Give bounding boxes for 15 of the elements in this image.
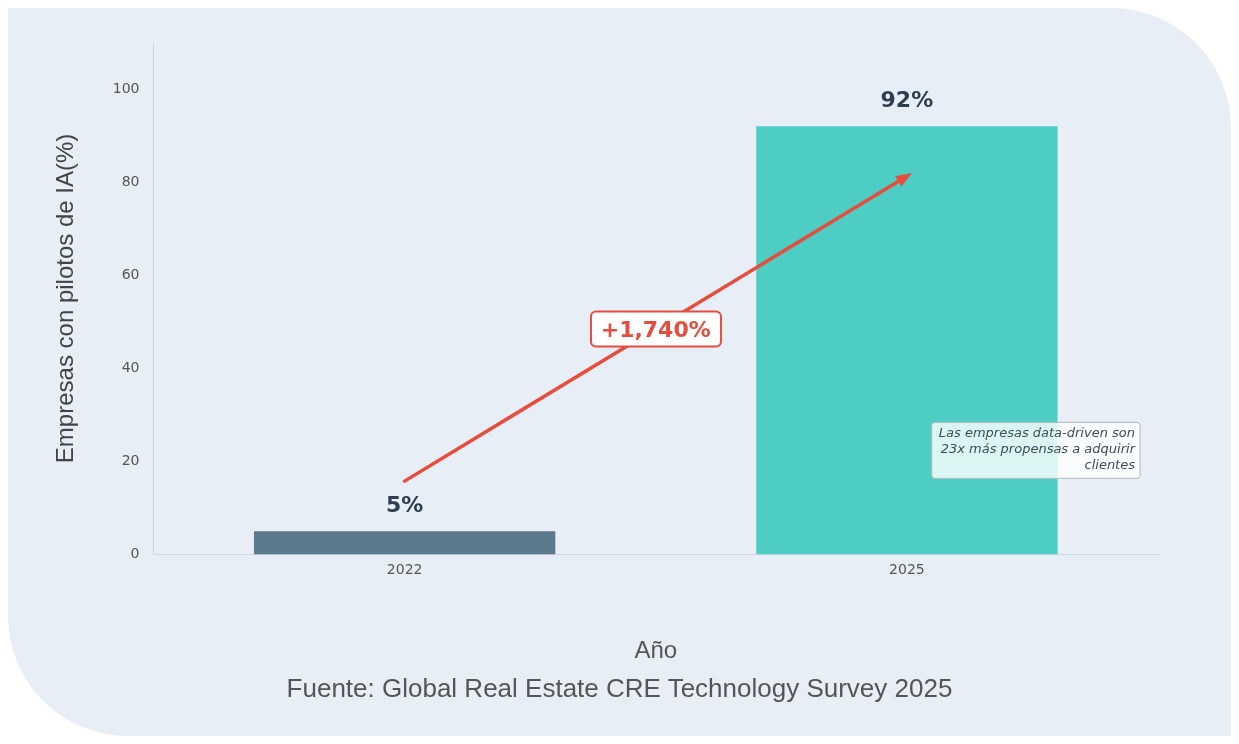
source-note: Fuente: Global Real Estate CRE Technology Survey 2025 (285, 673, 954, 704)
y-tick-label: 40 (121, 358, 140, 375)
y-axis-title: Empresas con pilotos de IA(%) (51, 133, 79, 464)
annotation: Las empresas data-driven son 23x más propensas a adquirir clientes (938, 425, 1137, 473)
x-axis-title: Año (634, 636, 678, 664)
x-tick-label: 2022 (386, 561, 423, 578)
x-tick-label: 2025 (889, 561, 925, 578)
annotation: +1,740% (589, 310, 722, 348)
data-label: 5% (385, 491, 424, 517)
y-tick-label: 20 (121, 451, 140, 468)
y-tick-label: 80 (121, 172, 140, 189)
y-tick-label: 60 (121, 265, 140, 282)
y-tick-label: 100 (112, 79, 140, 96)
y-tick-label: 0 (130, 545, 140, 562)
data-label: 92% (880, 86, 934, 112)
